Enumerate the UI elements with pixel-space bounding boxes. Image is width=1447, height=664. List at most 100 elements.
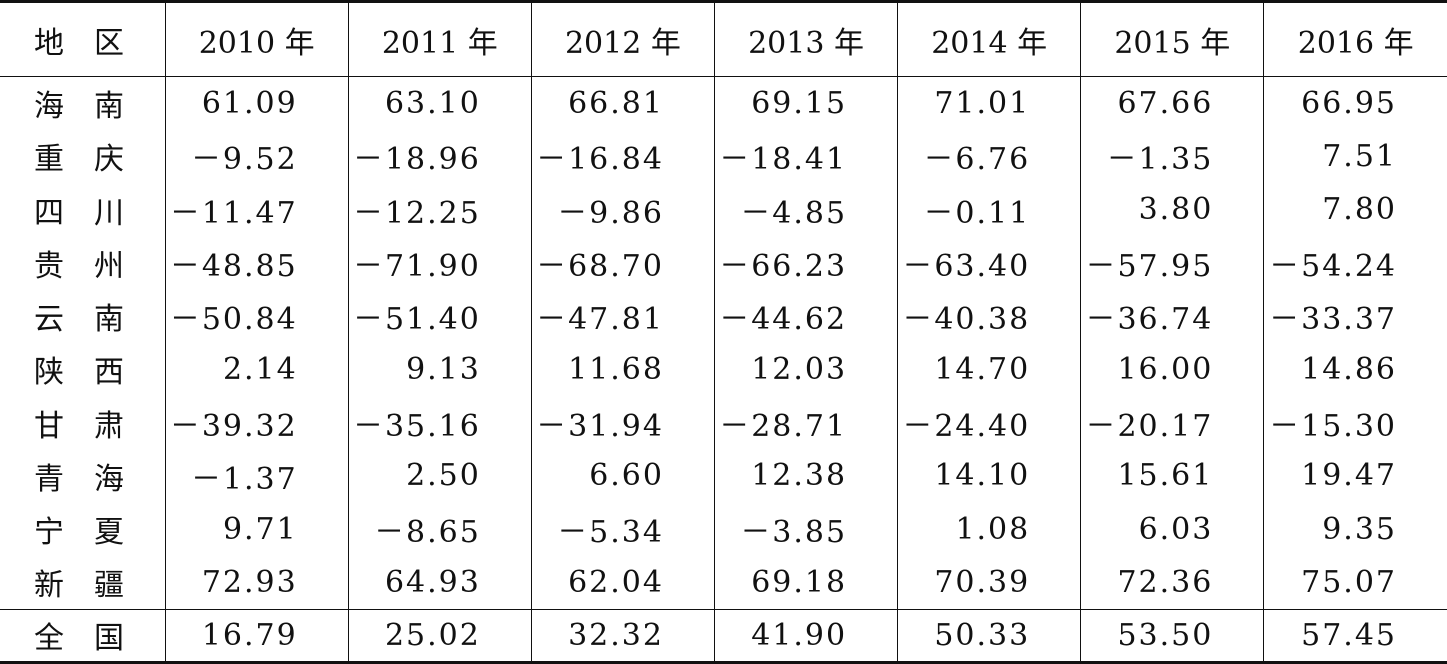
value-cell: 9.35 (1263, 502, 1447, 556)
value-cell: 12.38 (713, 449, 898, 503)
value-cell: －48.85 (164, 236, 349, 290)
total-row: 全国 16.79 25.02 32.32 41.90 50.33 53.50 57.45 (0, 608, 1447, 664)
value-cell: 2.50 (347, 449, 532, 503)
value-cell: 25.02 (347, 608, 532, 664)
region-cell: 海南 (34, 89, 154, 125)
table-row: 四川 －11.47 －12.25 －9.86 －4.85 －0.11 3.80 7.80 (0, 183, 1447, 237)
value-cell: －47.81 (530, 289, 715, 343)
value-cell: －50.84 (164, 289, 349, 343)
value-cell: －4.85 (713, 183, 898, 237)
value-cell: 14.86 (1263, 342, 1447, 397)
value-cell: －9.86 (530, 183, 715, 237)
value-cell: －3.85 (713, 502, 898, 556)
value-cell: 14.70 (897, 342, 1081, 397)
value-cell: －0.11 (897, 183, 1081, 237)
header-year: 2011 年 (347, 0, 532, 77)
table-row: 宁夏 9.71 －8.65 －5.34 －3.85 1.08 6.03 9.35 (0, 502, 1447, 556)
value-cell: －40.38 (897, 289, 1081, 343)
value-cell: 19.47 (1263, 449, 1447, 503)
value-cell: －68.70 (530, 236, 715, 290)
value-cell: －6.76 (897, 129, 1081, 184)
value-cell: 41.90 (713, 608, 898, 664)
value-cell: －54.24 (1263, 236, 1447, 290)
value-cell: －36.74 (1080, 289, 1264, 343)
value-cell: －18.41 (713, 129, 898, 184)
value-cell: －24.40 (897, 396, 1081, 450)
value-cell: －5.34 (530, 502, 715, 556)
value-cell: 75.07 (1263, 555, 1447, 610)
value-cell: －35.16 (347, 396, 532, 450)
region-cell: 重庆 (34, 142, 154, 178)
value-cell: －66.23 (713, 236, 898, 290)
value-cell: －63.40 (897, 236, 1081, 290)
value-cell: 16.00 (1080, 342, 1264, 397)
header-year: 2016 年 (1263, 0, 1447, 77)
table-row: 陕西 2.14 9.13 11.68 12.03 14.70 16.00 14.86 (0, 342, 1447, 397)
value-cell: 66.95 (1263, 76, 1447, 130)
value-cell: 67.66 (1080, 76, 1264, 130)
value-cell: 72.93 (164, 555, 349, 610)
region-cell: 宁夏 (34, 515, 154, 551)
value-cell: 71.01 (897, 76, 1081, 130)
region-cell: 陕西 (34, 355, 154, 391)
value-cell: －11.47 (164, 183, 349, 237)
value-cell: 9.71 (164, 502, 349, 556)
table-body: 海南 61.09 63.10 66.81 69.15 71.01 67.66 66.95 重庆 －… (0, 76, 1447, 664)
table-row: 甘肃 －39.32 －35.16 －31.94 －28.71 －24.40 －20.17 －1… (0, 396, 1447, 450)
value-cell: －31.94 (530, 396, 715, 450)
region-cell: 青海 (34, 461, 154, 497)
value-cell: －16.84 (530, 129, 715, 184)
value-cell: －1.35 (1080, 129, 1264, 184)
region-cell: 全国 (0, 608, 166, 664)
value-cell: 12.03 (713, 342, 898, 397)
header-region: 地区 (0, 0, 166, 77)
header-year: 2014 年 (897, 0, 1081, 77)
value-cell: 57.45 (1263, 608, 1447, 664)
value-cell: 72.36 (1080, 555, 1264, 610)
value-cell: 50.33 (897, 608, 1081, 664)
value-cell: 9.13 (347, 342, 532, 397)
value-cell: 32.32 (530, 608, 715, 664)
region-cell: 云南 (34, 302, 154, 338)
value-cell: －44.62 (713, 289, 898, 343)
region-cell: 甘肃 (34, 408, 154, 444)
value-cell: 66.81 (530, 76, 715, 130)
value-cell: －8.65 (347, 502, 532, 556)
value-cell: 62.04 (530, 555, 715, 610)
value-cell: －33.37 (1263, 289, 1447, 343)
value-cell: －51.40 (347, 289, 532, 343)
value-cell: －28.71 (713, 396, 898, 450)
value-cell: 15.61 (1080, 449, 1264, 503)
region-cell: 新疆 (34, 568, 154, 604)
value-cell: －12.25 (347, 183, 532, 237)
value-cell: －1.37 (164, 449, 349, 503)
value-cell: 69.15 (713, 76, 898, 130)
value-cell: 53.50 (1080, 608, 1264, 664)
table-row: 重庆 －9.52 －18.96 －16.84 －18.41 －6.76 －1.35 7.51 (0, 129, 1447, 184)
header-year: 2010 年 (164, 0, 349, 77)
value-cell: －39.32 (164, 396, 349, 450)
value-cell: －18.96 (347, 129, 532, 184)
table-row: 贵州 －48.85 －71.90 －68.70 －66.23 －63.40 －57.95 －5… (0, 236, 1447, 290)
value-cell: 6.60 (530, 449, 715, 503)
value-cell: －15.30 (1263, 396, 1447, 450)
value-cell: 61.09 (164, 76, 349, 130)
value-cell: 6.03 (1080, 502, 1264, 556)
value-cell: 2.14 (164, 342, 349, 397)
value-cell: 1.08 (897, 502, 1081, 556)
value-cell: 69.18 (713, 555, 898, 610)
value-cell: 16.79 (164, 608, 349, 664)
value-cell: －57.95 (1080, 236, 1264, 290)
value-cell: －9.52 (164, 129, 349, 184)
value-cell: 63.10 (347, 76, 532, 130)
table-row: 新疆 72.93 64.93 62.04 69.18 70.39 72.36 75.07 (0, 555, 1447, 610)
value-cell: 3.80 (1080, 183, 1264, 237)
header-year: 2015 年 (1080, 0, 1264, 77)
table-row: 青海 －1.37 2.50 6.60 12.38 14.10 15.61 19.47 (0, 449, 1447, 503)
table-row: 海南 61.09 63.10 66.81 69.15 71.01 67.66 66.95 (0, 76, 1447, 130)
header-row: 地区 2010 年 2011 年 2012 年 2013 年 2014 年 20… (0, 0, 1447, 77)
region-cell: 贵州 (34, 248, 154, 284)
value-cell: 64.93 (347, 555, 532, 610)
region-cell: 四川 (34, 195, 154, 231)
